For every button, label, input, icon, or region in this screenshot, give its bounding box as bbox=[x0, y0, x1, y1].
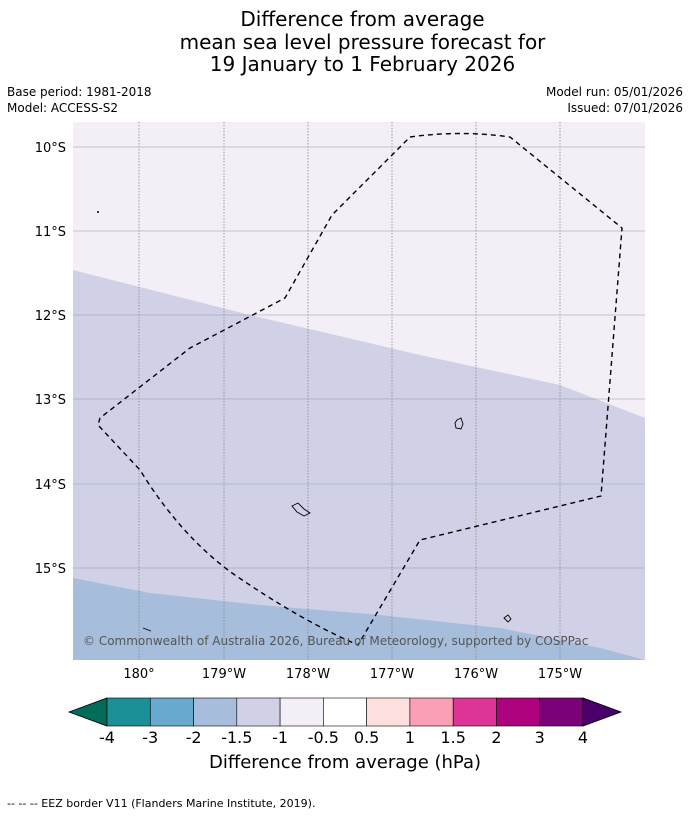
model-run: Model run: 05/01/2026 bbox=[545, 85, 683, 99]
map-area: © Commonwealth of Australia 2026, Bureau… bbox=[73, 122, 645, 660]
lat-label-15s: 15°S bbox=[35, 562, 66, 577]
lat-label-13s: 13°S bbox=[35, 393, 66, 408]
colorbar-segment bbox=[496, 697, 541, 727]
lat-label-11s: 11°S bbox=[35, 225, 66, 240]
model-name: Model: ACCESS-S2 bbox=[7, 101, 119, 115]
lon-label-178w: 178°W bbox=[286, 667, 330, 682]
colorbar-tick-label: -1 bbox=[272, 728, 288, 747]
colorbar-segment bbox=[193, 697, 238, 727]
lat-label-12s: 12°S bbox=[35, 309, 66, 324]
colorbar-tick-label: 2 bbox=[491, 728, 501, 747]
lon-label-175w: 175°W bbox=[538, 667, 582, 682]
colorbar-tick-label: -1.5 bbox=[221, 728, 252, 747]
band-minus15-minus2 bbox=[73, 578, 645, 660]
colorbar-tick-label: -2 bbox=[186, 728, 202, 747]
island-4 bbox=[142, 627, 152, 632]
island-2 bbox=[291, 502, 311, 517]
title-line-1: Difference from average bbox=[240, 7, 485, 31]
graticule bbox=[138, 122, 561, 660]
chart-title: Difference from average mean sea level p… bbox=[0, 8, 690, 76]
copyright-notice: © Commonwealth of Australia 2026, Bureau… bbox=[83, 634, 588, 648]
lon-label-177w: 177°W bbox=[370, 667, 414, 682]
lat-labels: 10°S 11°S 12°S 13°S 14°S 15°S bbox=[35, 141, 66, 577]
title-line-3: 19 January to 1 February 2026 bbox=[209, 52, 516, 76]
island-1 bbox=[454, 417, 464, 430]
colorbar-tick-label: -3 bbox=[142, 728, 158, 747]
lat-label-14s: 14°S bbox=[35, 478, 66, 493]
colorbar-tick-label: 4 bbox=[578, 728, 588, 747]
colorbar-segment bbox=[236, 697, 281, 727]
lon-label-180: 180° bbox=[123, 667, 154, 682]
island-3 bbox=[503, 614, 512, 623]
band-minus1-minus15 bbox=[73, 270, 645, 660]
colorbar-tick-label: -0.5 bbox=[308, 728, 339, 747]
colorbar-extend-low bbox=[67, 697, 108, 727]
base-period: Base period: 1981-2018 bbox=[7, 85, 152, 99]
colorbar-segment bbox=[539, 697, 584, 727]
parallels bbox=[73, 146, 645, 569]
colorbar-tick-label: -4 bbox=[99, 728, 115, 747]
issued-date: Issued: 07/01/2026 bbox=[567, 101, 683, 115]
lon-labels: 180° 179°W 178°W 177°W 176°W 175°W bbox=[123, 667, 582, 682]
colorbar-segment bbox=[106, 697, 151, 727]
colorbar-segment bbox=[323, 697, 367, 727]
colorbar-segment bbox=[149, 697, 194, 727]
lat-label-10s: 10°S bbox=[35, 141, 66, 156]
colorbar-segment bbox=[366, 697, 411, 727]
lon-label-179w: 179°W bbox=[202, 667, 246, 682]
colorbar-tick-label: 3 bbox=[535, 728, 545, 747]
colorbar-tick-label: 0.5 bbox=[354, 728, 379, 747]
colorbar-tick-label: 1.5 bbox=[440, 728, 465, 747]
colorbar-title: Difference from average (hPa) bbox=[208, 752, 482, 773]
colorbar-tick-label: 1 bbox=[405, 728, 415, 747]
colorbar-segment bbox=[279, 697, 324, 727]
eez-legend: -- -- -- EEZ border V11 (Flanders Marine… bbox=[7, 797, 316, 810]
colorbar-segment bbox=[452, 697, 497, 727]
colorbar-extend-high bbox=[582, 697, 623, 727]
island-5 bbox=[97, 211, 99, 213]
meta-right: Model run: 05/01/2026 Issued: 07/01/2026 bbox=[546, 84, 683, 116]
colorbar: -4 -3 -2 -1.5 -1 -0.5 0.5 1 1.5 2 3 4 bbox=[67, 697, 623, 747]
meta-left: Base period: 1981-2018 Model: ACCESS-S2 bbox=[7, 84, 152, 116]
title-line-2: mean sea level pressure forecast for bbox=[179, 29, 546, 54]
lon-label-176w: 176°W bbox=[454, 667, 498, 682]
colorbar-segment bbox=[409, 697, 454, 727]
